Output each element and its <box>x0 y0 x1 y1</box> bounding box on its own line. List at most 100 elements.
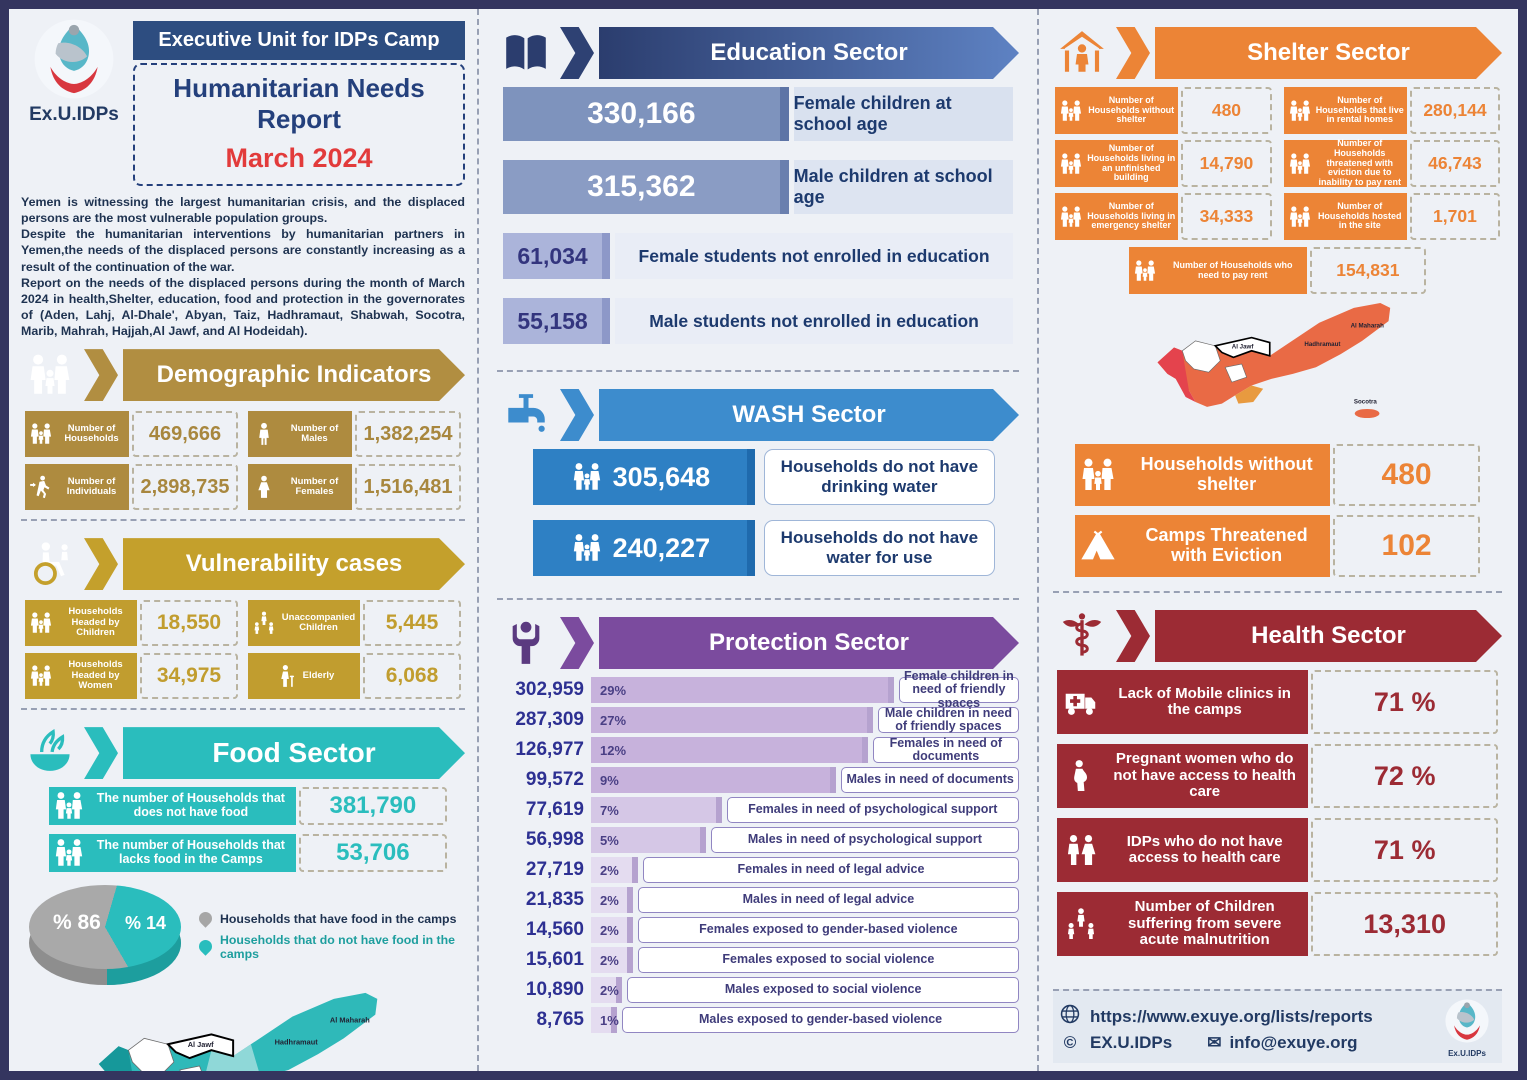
stat-label: Females in need of documents <box>872 736 1019 763</box>
yemen-map-shelter: Al Jawf Hadhramaut Al Maharah Socotra <box>1157 302 1390 419</box>
map-label-al-jawf: Al Jawf <box>188 1040 214 1049</box>
stat-value: 2,898,735 <box>132 464 238 511</box>
org-logo-icon <box>34 19 114 99</box>
stat-label: Females exposed to social violence <box>637 947 1019 973</box>
stat-label: Females exposed to gender-based violence <box>637 917 1019 943</box>
pct-label: 12% <box>600 742 627 758</box>
family-icon <box>1289 152 1310 174</box>
stat-label: Camps Threatened with Eviction <box>1145 525 1308 565</box>
footer-copyright: EX.U.IDPs <box>1090 1033 1173 1052</box>
female-icon <box>258 475 270 498</box>
health-stat-mobile-clinics: Lack of Mobile clinics in the camps 71 % <box>1057 670 1498 734</box>
family-icon <box>30 665 52 686</box>
footer-url[interactable]: https://www.exuye.org/lists/reports <box>1090 1006 1373 1026</box>
pct-label: 2% <box>600 862 619 878</box>
food-bowl-icon <box>21 728 79 778</box>
family-icon <box>21 350 79 400</box>
health-stat-child-malnutrition: Number of Children suffering from severe… <box>1057 892 1498 956</box>
stat-value: 34,975 <box>140 653 238 700</box>
envelope-icon: ✉ <box>1207 1033 1222 1052</box>
food-map: Al Jawf Hadhramaut Al Maharah Socotra <box>21 987 465 1071</box>
map-label-hadhramaut: Hadhramaut <box>275 1037 319 1046</box>
stat-value: 240,227 <box>612 532 711 563</box>
footer-logo-caption: Ex.U.IDPs <box>1448 1049 1486 1058</box>
stat-label: Males in need of psychological support <box>710 827 1019 853</box>
stat-label: Female children in need of friendly spac… <box>898 670 1019 709</box>
chevron-icon <box>84 727 118 780</box>
chevron-icon <box>560 389 594 441</box>
stat-value: 480 <box>1181 87 1272 134</box>
footer-contact-row: © EX.U.IDPs ✉ info@exuye.org <box>1059 1033 1430 1053</box>
report-period: March 2024 <box>225 143 373 173</box>
protection-row: 56,998 5% Males in need of psychological… <box>497 827 1019 853</box>
intro-text: Yemen is witnessing the largest humanita… <box>21 194 465 339</box>
shelter-stat: Number of Households without shelter 480 <box>1055 87 1272 134</box>
bar: 7% <box>591 797 722 823</box>
brand-header: Ex.U.IDPs Executive Unit for IDPs Camp H… <box>21 17 465 186</box>
stat-value: 61,034 <box>503 233 611 279</box>
stat-label: Number of Households who need to pay ren… <box>1172 259 1293 280</box>
education-row-male-not-enrolled: 55,158 Male students not enrolled in edu… <box>503 298 1013 344</box>
stat-unaccompanied-children: Unaccompanied Children 5,445 <box>248 600 461 647</box>
food-title: Food Sector <box>123 727 465 779</box>
shelter-stat-center: Number of Households who need to pay ren… <box>1053 247 1502 294</box>
stat-label: Unaccompanied Children <box>281 611 356 634</box>
intro-paragraph-3: Report on the needs of the displaced per… <box>21 275 465 338</box>
stat-label: Households do not have drinking water <box>763 449 995 505</box>
stat-label: Number of Households living in an unfini… <box>1087 142 1176 183</box>
male-icon <box>259 422 269 445</box>
health-banner: Health Sector <box>1053 610 1502 662</box>
stat-value: 102 <box>1333 515 1480 577</box>
org-name-banner: Executive Unit for IDPs Camp <box>133 21 465 60</box>
divider <box>21 708 465 711</box>
wash-row-drinking-water: 305,648 Households do not have drinking … <box>533 449 995 505</box>
footer-email[interactable]: info@exuye.org <box>1229 1033 1358 1052</box>
family-icon <box>30 423 52 444</box>
family-icon <box>55 839 83 866</box>
tent-icon <box>1081 530 1115 560</box>
education-title: Education Sector <box>599 27 1019 79</box>
pct-label: 9% <box>600 772 619 788</box>
divider <box>497 370 1019 372</box>
wash-title: WASH Sector <box>599 389 1019 441</box>
health-stat-idps-health-care: IDPs who do not have access to health ca… <box>1057 818 1498 882</box>
bar: 12% <box>591 737 868 763</box>
stat-value: 18,550 <box>140 600 238 647</box>
legend-item-no-food: Households that do not have food in the … <box>196 933 465 961</box>
bar: 2% <box>591 917 633 943</box>
stat-value: 77,619 <box>525 799 584 820</box>
stat-label: Females in need of legal advice <box>642 857 1019 883</box>
protection-icon <box>497 618 555 668</box>
stat-value: 27,719 <box>525 859 584 880</box>
pct-label: 27% <box>600 712 627 728</box>
food-pie-chart: % 86 % 14 Households that have food in t… <box>29 885 465 987</box>
stat-value: 280,144 <box>1409 87 1500 134</box>
stat-label: Males exposed to gender-based violence <box>622 1007 1019 1033</box>
stat-value: 72 % <box>1311 744 1498 808</box>
stat-males: Number of Males 1,382,254 <box>248 411 461 458</box>
stat-label: Male children at school age <box>793 160 1013 214</box>
stat-label: Males in need of legal advice <box>637 887 1019 913</box>
map-label-socotra: Socotra <box>1353 399 1377 406</box>
stat-label: Females in need of psychological support <box>726 797 1019 823</box>
divider <box>497 598 1019 600</box>
stat-label: Female students not enrolled in educatio… <box>615 233 1013 279</box>
stat-value: 5,445 <box>363 600 461 647</box>
title-block: Executive Unit for IDPs Camp Humanitaria… <box>133 21 465 186</box>
stat-headed-by-children: Households Headed by Children 18,550 <box>25 600 238 647</box>
vulnerability-banner: Vulnerability cases <box>21 538 465 591</box>
stat-label: Males exposed to social violence <box>627 977 1019 1003</box>
stat-label: Households Headed by Women <box>68 659 123 692</box>
demographics-title: Demographic Indicators <box>123 349 465 401</box>
shelter-map: Al Jawf Hadhramaut Al Maharah Socotra <box>1053 298 1502 435</box>
stat-label: Pregnant women who do not have access to… <box>1113 750 1296 801</box>
shelter-stat: Number of Households threatened with evi… <box>1283 138 1500 187</box>
stat-value: 15,601 <box>525 949 584 970</box>
bar: 2% <box>591 977 623 1003</box>
protection-row: 14,560 2% Females exposed to gender-base… <box>497 917 1019 943</box>
globe-icon <box>1059 1003 1081 1030</box>
stat-value: 13,310 <box>1311 892 1498 956</box>
stat-value: 1,382,254 <box>355 411 461 458</box>
shelter-stat: Number of Households living in emergency… <box>1055 193 1272 240</box>
protection-title: Protection Sector <box>599 617 1019 669</box>
